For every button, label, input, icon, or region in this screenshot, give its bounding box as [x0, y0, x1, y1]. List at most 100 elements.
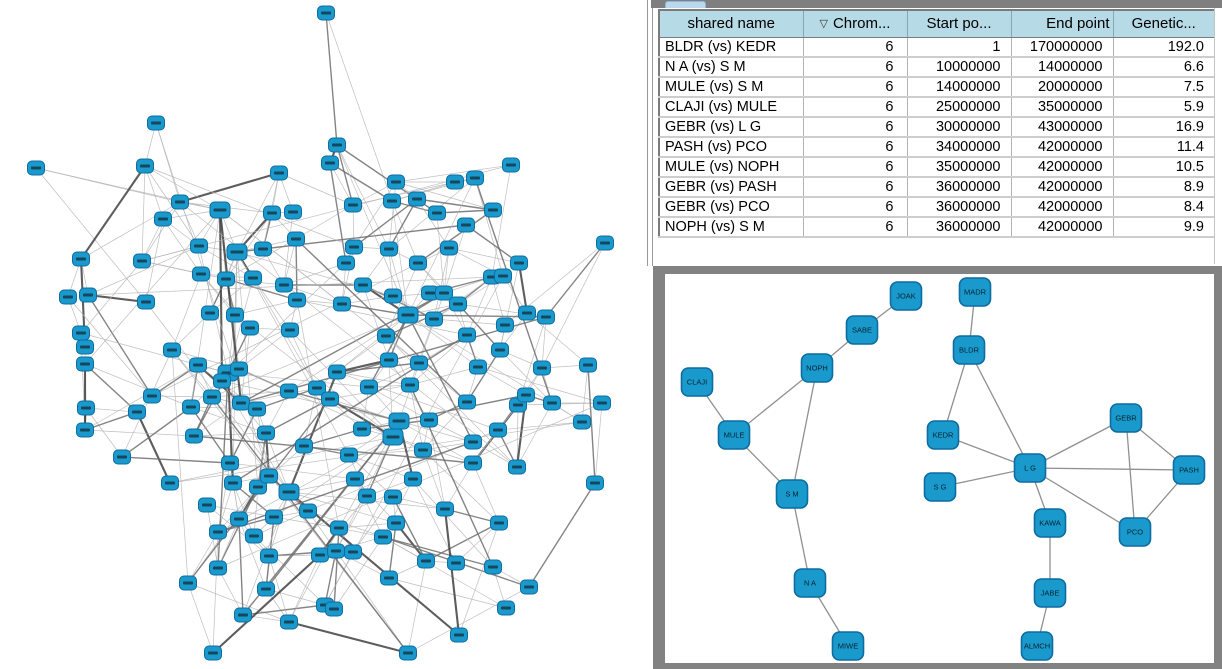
- network-node[interactable]: [192, 266, 210, 282]
- cell-end[interactable]: 43000000: [1011, 117, 1114, 138]
- network-node[interactable]: [464, 434, 482, 450]
- network-node[interactable]: [299, 503, 317, 519]
- network-node[interactable]: [380, 352, 398, 368]
- network-node[interactable]: [417, 553, 435, 569]
- cell-shared-name[interactable]: MULE (vs) S M: [659, 77, 804, 98]
- network-node[interactable]: [543, 395, 561, 411]
- network-node[interactable]: [281, 322, 299, 338]
- table-row[interactable]: NOPH (vs) S M 6 36000000 42000000 9.9: [659, 217, 1215, 238]
- network-node[interactable]: [484, 202, 502, 218]
- cell-genetic[interactable]: 16.9: [1113, 117, 1215, 138]
- network-node[interactable]: [399, 645, 417, 661]
- table-row[interactable]: PASH (vs) PCO 6 34000000 42000000 11.4: [659, 137, 1215, 158]
- network-node[interactable]: [113, 449, 131, 465]
- table-row[interactable]: N A (vs) S M 6 10000000 14000000 6.6: [659, 57, 1215, 78]
- cell-chromosome[interactable]: 6: [803, 97, 908, 118]
- network-node[interactable]: [344, 544, 362, 560]
- network-node[interactable]: [436, 501, 454, 517]
- network-node[interactable]: [497, 600, 515, 616]
- network-node[interactable]: [284, 204, 302, 220]
- cell-end[interactable]: 35000000: [1011, 97, 1114, 118]
- network-node[interactable]: [573, 414, 591, 430]
- network-node[interactable]: [270, 165, 288, 181]
- network-node-kedr[interactable]: KEDR: [926, 420, 960, 450]
- network-node[interactable]: [388, 412, 410, 430]
- network-edge[interactable]: [1125, 417, 1136, 533]
- network-node[interactable]: [346, 471, 364, 487]
- network-node[interactable]: [226, 243, 248, 261]
- network-node[interactable]: [537, 309, 555, 325]
- cell-chromosome[interactable]: 6: [803, 117, 908, 138]
- cell-shared-name[interactable]: MULE (vs) NOPH: [659, 157, 804, 178]
- network-node[interactable]: [182, 399, 200, 415]
- network-node[interactable]: [76, 422, 94, 438]
- network-node[interactable]: [311, 547, 329, 563]
- network-node-kawa[interactable]: KAWA: [1033, 508, 1067, 538]
- network-canvas-selected[interactable]: JOAK MADR SABE NOPH BLDR CLAJI MULE KEDR GEBR L G…: [665, 274, 1214, 663]
- network-node[interactable]: [380, 570, 398, 586]
- network-node[interactable]: [458, 327, 476, 343]
- network-node[interactable]: [213, 373, 231, 389]
- network-node[interactable]: [288, 292, 306, 308]
- table-row[interactable]: CLAJI (vs) MULE 6 25000000 35000000 5.9: [659, 97, 1215, 118]
- network-node[interactable]: [203, 389, 221, 405]
- cell-chromosome[interactable]: 6: [803, 57, 908, 78]
- column-header-startpo[interactable]: Start po...: [907, 10, 1012, 38]
- network-node[interactable]: [201, 305, 219, 321]
- network-node[interactable]: [295, 438, 313, 454]
- network-edge[interactable]: [1029, 467, 1136, 533]
- network-node[interactable]: [317, 5, 335, 21]
- network-node-claji[interactable]: CLAJI: [680, 367, 714, 397]
- network-node[interactable]: [224, 475, 242, 491]
- network-node[interactable]: [254, 241, 272, 257]
- network-node-noph[interactable]: NOPH: [800, 353, 834, 383]
- network-node[interactable]: [321, 391, 339, 407]
- network-node-pash[interactable]: PASH: [1172, 455, 1206, 485]
- network-node[interactable]: [345, 239, 363, 255]
- network-node[interactable]: [328, 137, 346, 153]
- network-node[interactable]: [387, 174, 405, 190]
- network-node[interactable]: [77, 400, 95, 416]
- network-node[interactable]: [377, 328, 395, 344]
- network-node[interactable]: [333, 296, 351, 312]
- cell-genetic[interactable]: 8.9: [1113, 177, 1215, 198]
- cell-start[interactable]: 25000000: [907, 97, 1012, 118]
- table-scrollbar-track[interactable]: [1214, 8, 1222, 264]
- network-node[interactable]: [449, 296, 467, 312]
- cell-genetic[interactable]: 7.5: [1113, 77, 1215, 98]
- network-node[interactable]: [230, 361, 248, 377]
- network-node[interactable]: [327, 543, 345, 559]
- network-node[interactable]: [401, 377, 419, 393]
- cell-shared-name[interactable]: GEBR (vs) PASH: [659, 177, 804, 198]
- network-node[interactable]: [586, 475, 604, 491]
- network-node-bldr[interactable]: BLDR: [952, 335, 986, 365]
- cell-end[interactable]: 42000000: [1011, 157, 1114, 178]
- network-node[interactable]: [380, 241, 398, 257]
- network-node[interactable]: [230, 511, 248, 527]
- cell-chromosome[interactable]: 6: [803, 77, 908, 98]
- cell-start[interactable]: 36000000: [907, 217, 1012, 238]
- network-node-jabe[interactable]: JABE: [1033, 578, 1067, 608]
- network-node[interactable]: [245, 528, 263, 544]
- network-node[interactable]: [383, 193, 401, 209]
- network-node[interactable]: [387, 515, 405, 531]
- cell-chromosome[interactable]: 6: [803, 157, 908, 178]
- network-edge[interactable]: [791, 367, 818, 495]
- network-node-s-m[interactable]: S M: [775, 479, 809, 509]
- network-node[interactable]: [358, 488, 376, 504]
- cell-chromosome[interactable]: 6: [803, 197, 908, 218]
- cell-shared-name[interactable]: BLDR (vs) KEDR: [659, 37, 804, 58]
- network-node[interactable]: [137, 294, 155, 310]
- filter-icon[interactable]: ▽: [819, 18, 828, 31]
- cell-genetic[interactable]: 8.4: [1113, 197, 1215, 218]
- network-node[interactable]: [198, 497, 216, 513]
- network-node[interactable]: [257, 425, 275, 441]
- network-node[interactable]: [466, 170, 484, 186]
- network-node[interactable]: [226, 307, 244, 323]
- network-node[interactable]: [344, 197, 362, 213]
- network-node[interactable]: [490, 515, 508, 531]
- cell-genetic[interactable]: 10.5: [1113, 157, 1215, 178]
- network-node[interactable]: [72, 325, 90, 341]
- network-node[interactable]: [190, 238, 208, 254]
- network-node[interactable]: [508, 459, 526, 475]
